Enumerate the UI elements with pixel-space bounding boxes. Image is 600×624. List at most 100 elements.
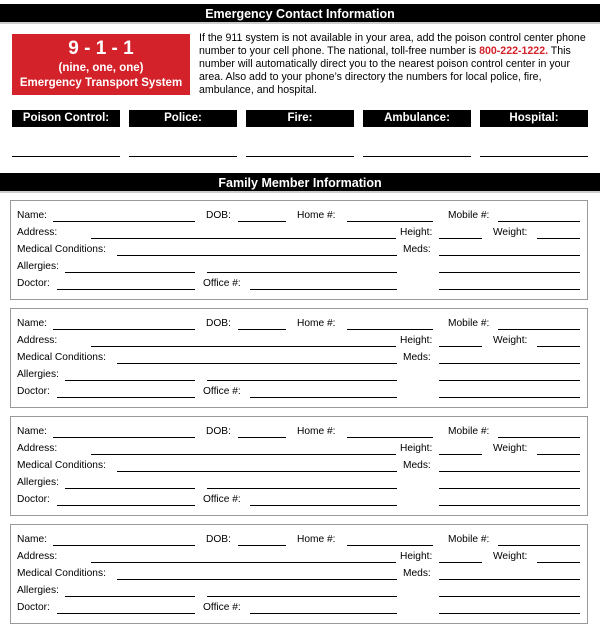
allergies-label: Allergies: <box>17 477 59 488</box>
blank-field[interactable] <box>498 329 580 330</box>
blank-field[interactable] <box>65 380 195 381</box>
blank-field[interactable] <box>238 221 286 222</box>
blank-field[interactable] <box>439 346 482 347</box>
blank-field[interactable] <box>347 545 433 546</box>
blank-field[interactable] <box>207 380 397 381</box>
address-label: Address: <box>17 443 58 454</box>
home-label: Home #: <box>297 426 336 437</box>
blank-field[interactable] <box>347 221 433 222</box>
blank-field[interactable] <box>347 437 433 438</box>
blank-field[interactable] <box>439 363 580 364</box>
contact-number-field[interactable] <box>480 156 588 157</box>
blank-field[interactable] <box>250 505 397 506</box>
mobile-label: Mobile #: <box>448 210 490 221</box>
name-label: Name: <box>17 318 48 329</box>
blank-field[interactable] <box>439 289 580 290</box>
blank-field[interactable] <box>439 272 580 273</box>
blank-field[interactable] <box>439 505 580 506</box>
blank-field[interactable] <box>537 238 580 239</box>
blank-field[interactable] <box>53 437 195 438</box>
blank-field[interactable] <box>57 289 195 290</box>
blank-field[interactable] <box>439 397 580 398</box>
emergency-911-box: 9 - 1 - 1 (nine, one, one) Emergency Tra… <box>12 34 190 95</box>
blank-field[interactable] <box>238 329 286 330</box>
home-label: Home #: <box>297 534 336 545</box>
contact-number-field[interactable] <box>12 156 120 157</box>
blank-field[interactable] <box>498 437 580 438</box>
home-label: Home #: <box>297 318 336 329</box>
dob-label: DOB: <box>206 426 231 437</box>
blank-field[interactable] <box>250 397 397 398</box>
blank-field[interactable] <box>439 454 482 455</box>
dob-label: DOB: <box>206 534 231 545</box>
address-label: Address: <box>17 227 58 238</box>
blank-field[interactable] <box>57 613 195 614</box>
intro-text-part: This number will automatically direct yo… <box>199 45 571 96</box>
blank-field[interactable] <box>439 488 580 489</box>
blank-field[interactable] <box>439 613 580 614</box>
blank-field[interactable] <box>238 545 286 546</box>
contact-number-field[interactable] <box>363 156 471 157</box>
height-label: Height: <box>400 551 433 562</box>
blank-field[interactable] <box>439 238 482 239</box>
family-member-card: Name: DOB: Home #: Mobile #: Address: Height:… <box>10 200 588 300</box>
blank-field[interactable] <box>439 562 482 563</box>
contact-label: Poison Control: <box>12 110 120 127</box>
blank-field[interactable] <box>498 545 580 546</box>
contact-label: Fire: <box>246 110 354 127</box>
medical-label: Medical Conditions: <box>17 568 106 579</box>
family-member-card: Name: DOB: Home #: Mobile #: Address: Height:… <box>10 416 588 516</box>
blank-field[interactable] <box>498 221 580 222</box>
weight-label: Weight: <box>493 227 528 238</box>
emergency-section-header: Emergency Contact Information <box>0 4 600 24</box>
blank-field[interactable] <box>91 454 396 455</box>
blank-field[interactable] <box>238 437 286 438</box>
blank-field[interactable] <box>117 363 397 364</box>
blank-field[interactable] <box>65 596 195 597</box>
emergency-number: 9 - 1 - 1 <box>68 38 134 59</box>
blank-field[interactable] <box>65 272 195 273</box>
blank-field[interactable] <box>537 346 580 347</box>
blank-field[interactable] <box>439 471 580 472</box>
dob-label: DOB: <box>206 318 231 329</box>
blank-field[interactable] <box>439 380 580 381</box>
blank-field[interactable] <box>207 272 397 273</box>
blank-field[interactable] <box>537 562 580 563</box>
blank-field[interactable] <box>91 346 396 347</box>
blank-field[interactable] <box>250 613 397 614</box>
contact-label: Hospital: <box>480 110 588 127</box>
blank-field[interactable] <box>57 505 195 506</box>
medical-label: Medical Conditions: <box>17 244 106 255</box>
doctor-label: Doctor: <box>17 278 50 289</box>
blank-field[interactable] <box>117 255 397 256</box>
blank-field[interactable] <box>347 329 433 330</box>
intro-text-part: If the 911 system is not available in yo… <box>199 32 586 57</box>
mobile-label: Mobile #: <box>448 426 490 437</box>
blank-field[interactable] <box>91 562 396 563</box>
mobile-label: Mobile #: <box>448 318 490 329</box>
blank-field[interactable] <box>53 545 195 546</box>
blank-field[interactable] <box>91 238 396 239</box>
blank-field[interactable] <box>65 488 195 489</box>
blank-field[interactable] <box>53 221 195 222</box>
intro-text: If the 911 system is not available in yo… <box>199 32 589 97</box>
blank-field[interactable] <box>207 488 397 489</box>
name-label: Name: <box>17 426 48 437</box>
blank-field[interactable] <box>537 454 580 455</box>
emergency-system-label: Emergency Transport System <box>19 77 183 89</box>
poison-control-phone: 800-222-1222. <box>479 45 549 57</box>
blank-field[interactable] <box>53 329 195 330</box>
allergies-label: Allergies: <box>17 369 59 380</box>
blank-field[interactable] <box>117 579 397 580</box>
blank-field[interactable] <box>439 255 580 256</box>
blank-field[interactable] <box>439 579 580 580</box>
blank-field[interactable] <box>57 397 195 398</box>
blank-field[interactable] <box>439 596 580 597</box>
blank-field[interactable] <box>117 471 397 472</box>
contact-number-field[interactable] <box>129 156 237 157</box>
contact-number-field[interactable] <box>246 156 354 157</box>
blank-field[interactable] <box>250 289 397 290</box>
blank-field[interactable] <box>207 596 397 597</box>
allergies-label: Allergies: <box>17 585 59 596</box>
height-label: Height: <box>400 227 433 238</box>
